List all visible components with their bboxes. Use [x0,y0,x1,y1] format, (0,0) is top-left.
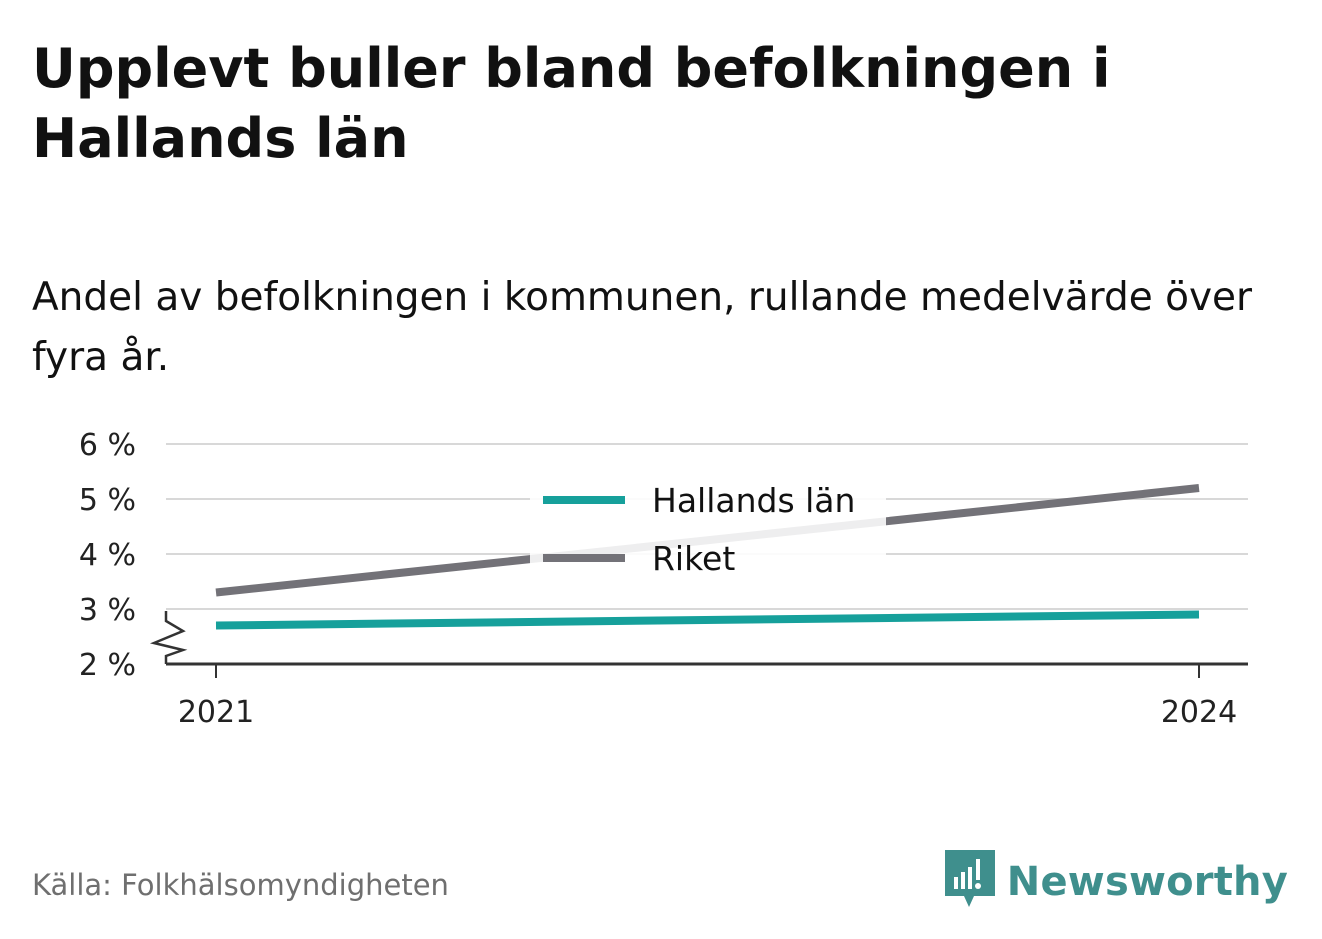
brand-name: Newsworthy [1006,859,1288,905]
page-title: Upplevt buller bland befolkningen i Hall… [32,37,1111,170]
legend-label: Riket [652,539,735,578]
axis-break [149,611,188,664]
y-tick-label: 4 % [79,538,136,573]
x-axis [149,611,1248,666]
x-tick-label: 2021 [178,695,254,730]
line-chart: 2 % 3 % 4 % 5 % 6 % 2021 2024 Hallands län Rik… [79,428,1248,730]
legend: Hallands län Riket [530,464,886,588]
y-tick-label: 5 % [79,483,136,518]
legend-background [530,464,886,588]
brand-logo: Newsworthy [944,850,1288,914]
y-tick-label: 2 % [79,648,136,683]
chart-subtitle: Andel av befolkningen i kommunen, rullan… [32,275,1253,380]
source-note: Källa: Folkhälsomyndigheten [32,868,449,902]
y-tick-label: 3 % [79,593,136,628]
y-axis-ticks: 2 % 3 % 4 % 5 % 6 % [79,428,136,683]
series-line-0 [215,610,1200,630]
brand-icon [944,850,995,914]
x-tick-label: 2024 [1161,695,1237,730]
y-tick-label: 6 % [79,428,136,463]
legend-label: Hallands län [652,481,855,520]
x-axis-ticks: 2021 2024 [178,664,1237,730]
